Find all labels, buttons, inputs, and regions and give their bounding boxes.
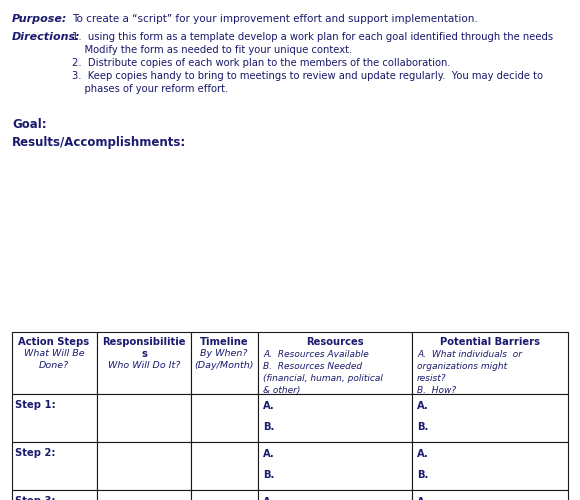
Text: Resources: Resources <box>306 337 364 347</box>
Text: B.: B. <box>263 470 274 480</box>
Text: A.: A. <box>417 497 429 500</box>
Bar <box>258 332 412 394</box>
Bar <box>412 442 568 490</box>
Bar <box>258 490 412 500</box>
Text: Modify the form as needed to fit your unique context.: Modify the form as needed to fit your un… <box>72 45 352 55</box>
Bar <box>412 332 568 394</box>
Text: B.  How?: B. How? <box>417 386 456 395</box>
Text: Goal:: Goal: <box>12 118 46 131</box>
Bar <box>191 394 258 442</box>
Text: Responsibilitie: Responsibilitie <box>102 337 186 347</box>
Text: Action Steps: Action Steps <box>19 337 89 347</box>
Text: resist?: resist? <box>417 374 447 383</box>
Text: To create a “script” for your improvement effort and support implementation.: To create a “script” for your improvemen… <box>72 14 478 24</box>
Bar <box>97 332 191 394</box>
Text: A.: A. <box>263 449 275 459</box>
Text: & other): & other) <box>263 386 300 395</box>
Text: A.: A. <box>263 497 275 500</box>
Text: Done?: Done? <box>39 361 69 370</box>
Text: B.  Resources Needed: B. Resources Needed <box>263 362 362 371</box>
Text: 3.  Keep copies handy to bring to meetings to review and update regularly.  You : 3. Keep copies handy to bring to meeting… <box>72 71 543 81</box>
Bar <box>12 490 97 500</box>
Text: B.: B. <box>417 470 429 480</box>
Bar <box>12 442 97 490</box>
Bar <box>97 442 191 490</box>
Text: A.: A. <box>263 401 275 411</box>
Bar <box>12 394 97 442</box>
Bar <box>97 394 191 442</box>
Text: What Will Be: What Will Be <box>24 349 84 358</box>
Text: Timeline: Timeline <box>200 337 248 347</box>
Text: 1.  using this form as a template develop a work plan for each goal identified t: 1. using this form as a template develop… <box>72 32 553 42</box>
Text: Purpose:: Purpose: <box>12 14 67 24</box>
Text: (financial, human, political: (financial, human, political <box>263 374 383 383</box>
Text: B.: B. <box>263 422 274 432</box>
Bar <box>258 442 412 490</box>
Text: Step 2:: Step 2: <box>15 448 56 458</box>
Text: phases of your reform effort.: phases of your reform effort. <box>72 84 229 94</box>
Text: A.: A. <box>417 401 429 411</box>
Bar <box>412 394 568 442</box>
Text: Step 1:: Step 1: <box>15 400 56 410</box>
Text: B.: B. <box>417 422 429 432</box>
Bar <box>191 442 258 490</box>
Text: A.: A. <box>417 449 429 459</box>
Bar <box>412 490 568 500</box>
Text: Potential Barriers: Potential Barriers <box>440 337 540 347</box>
Text: organizations might: organizations might <box>417 362 507 371</box>
Text: By When?: By When? <box>200 349 248 358</box>
Bar <box>97 490 191 500</box>
Text: Results/Accomplishments:: Results/Accomplishments: <box>12 136 186 149</box>
Bar <box>191 490 258 500</box>
Bar <box>12 332 97 394</box>
Text: s: s <box>141 349 147 359</box>
Text: (Day/Month): (Day/Month) <box>194 361 254 370</box>
Text: Who Will Do It?: Who Will Do It? <box>108 361 180 370</box>
Text: Step 3:: Step 3: <box>15 496 56 500</box>
Bar <box>191 332 258 394</box>
Text: 2.  Distribute copies of each work plan to the members of the collaboration.: 2. Distribute copies of each work plan t… <box>72 58 451 68</box>
Text: A.  What individuals  or: A. What individuals or <box>417 350 522 359</box>
Text: Directions:: Directions: <box>12 32 81 42</box>
Text: A.  Resources Available: A. Resources Available <box>263 350 369 359</box>
Bar <box>258 394 412 442</box>
